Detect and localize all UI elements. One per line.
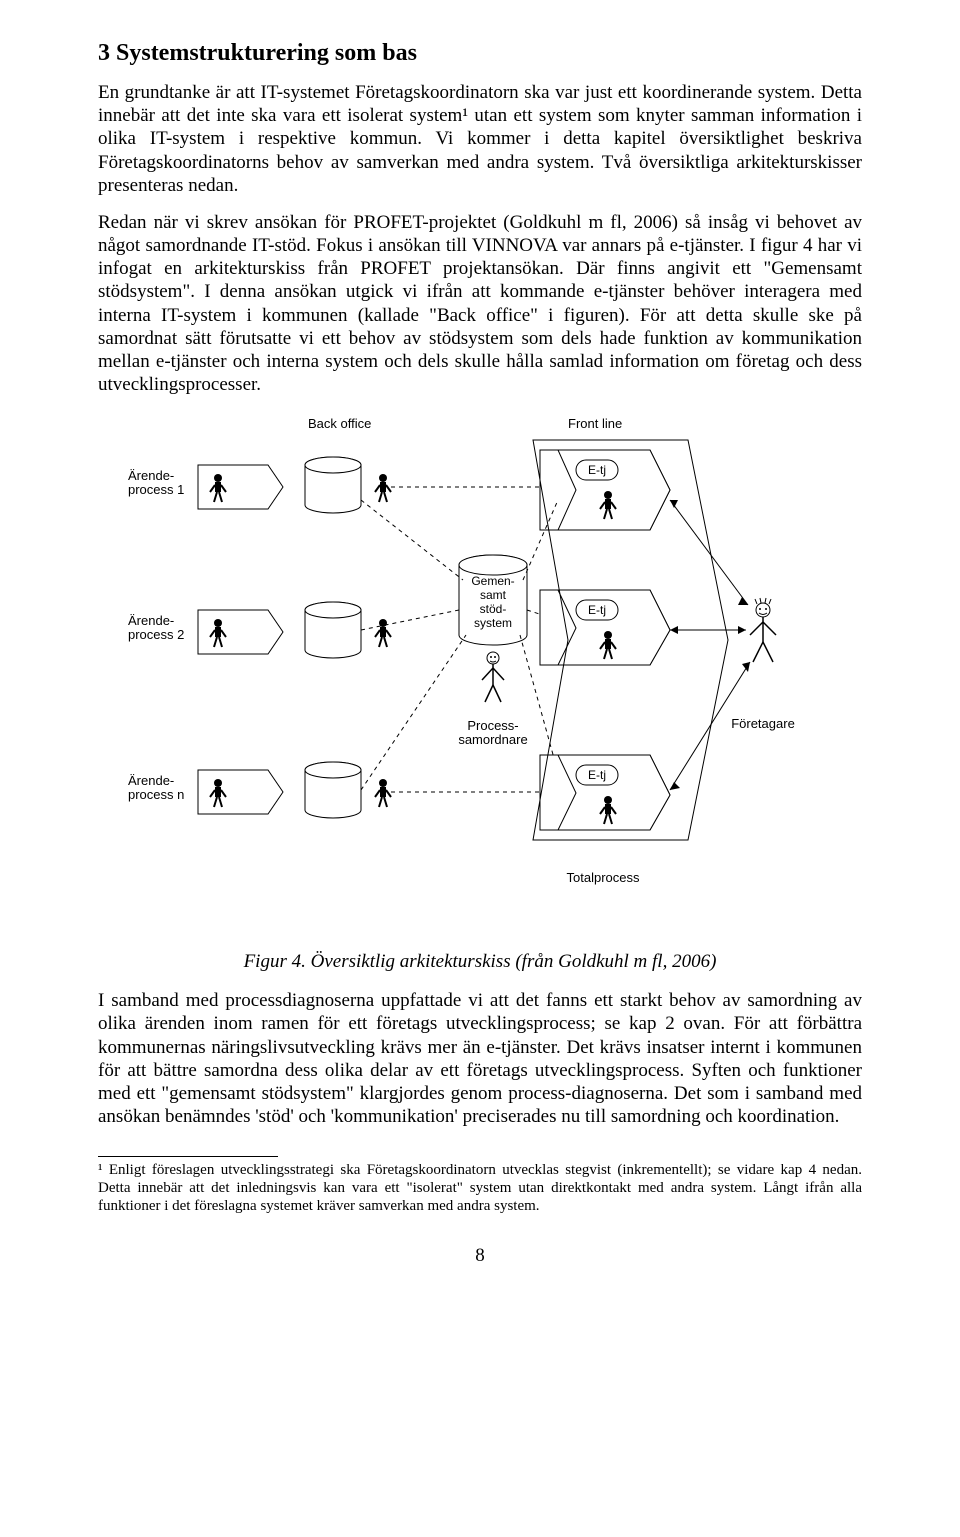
chevron-1	[198, 465, 283, 509]
chevron-2	[198, 610, 283, 654]
double-arrow	[670, 500, 748, 605]
figure-4: Back office Front line Ärende- process 1	[98, 410, 862, 945]
dashed-connector	[361, 610, 459, 630]
section-heading: 3 Systemstrukturering som bas	[98, 40, 862, 67]
cylinder-icon	[305, 762, 361, 818]
paragraph-1: En grundtanke är att IT-systemet Företag…	[98, 81, 862, 197]
label-processsam-1: Process-	[467, 718, 518, 733]
frontline-panel-2: E-tj	[540, 590, 670, 665]
label-arende-na: Ärende-	[128, 773, 174, 788]
label-arende-2b: process 2	[128, 627, 184, 642]
chevron-n	[198, 770, 283, 814]
cylinder-icon	[305, 457, 361, 513]
label-arende-1a: Ärende-	[128, 468, 174, 483]
entrepreneur-icon	[750, 598, 776, 662]
label-gemensamt-3: stöd-	[480, 602, 507, 616]
cylinder-icon	[305, 602, 361, 658]
label-etj-1: E-tj	[588, 463, 606, 477]
label-arende-nb: process n	[128, 787, 184, 802]
person-icon	[375, 779, 391, 807]
double-arrow	[670, 626, 746, 634]
shared-system-cylinder: Gemen- samt stöd- system	[459, 555, 527, 645]
architecture-diagram: Back office Front line Ärende- process 1	[98, 410, 858, 940]
label-gemensamt-4: system	[474, 616, 512, 630]
figure-caption: Figur 4. Översiktlig arkitekturskiss (fr…	[98, 951, 862, 973]
person-icon	[375, 619, 391, 647]
page-number: 8	[98, 1245, 862, 1267]
person-icon	[375, 474, 391, 502]
dashed-connector	[361, 500, 463, 580]
label-arende-2a: Ärende-	[128, 613, 174, 628]
label-totalprocess: Totalprocess	[567, 870, 640, 885]
frontline-panel-n: E-tj	[540, 755, 670, 830]
process-coordinator-icon	[482, 652, 504, 702]
label-processsam-2: samordnare	[458, 732, 527, 747]
paragraph-2: Redan när vi skrev ansökan för PROFET-pr…	[98, 211, 862, 396]
footnote-1: ¹ Enligt föreslagen utvecklingsstrategi …	[98, 1161, 862, 1215]
label-gemensamt-2: samt	[480, 588, 507, 602]
label-back-office: Back office	[308, 416, 371, 431]
frontline-panel-1: E-tj	[540, 450, 670, 530]
label-etj-n: E-tj	[588, 768, 606, 782]
page: 3 Systemstrukturering som bas En grundta…	[0, 0, 960, 1297]
label-etj-2: E-tj	[588, 603, 606, 617]
dashed-connector	[361, 635, 466, 790]
label-gemensamt-1: Gemen-	[471, 574, 514, 588]
paragraph-3: I samband med processdiagnoserna uppfatt…	[98, 989, 862, 1128]
label-arende-1b: process 1	[128, 482, 184, 497]
footnote-separator	[98, 1156, 278, 1157]
label-foretagare: Företagare	[731, 716, 795, 731]
label-front-line: Front line	[568, 416, 622, 431]
